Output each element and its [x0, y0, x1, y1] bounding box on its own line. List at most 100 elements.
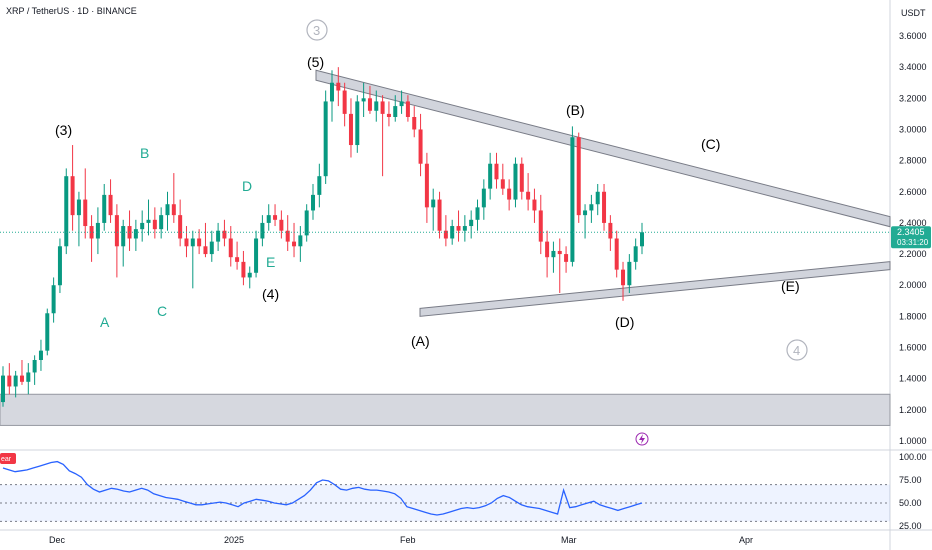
candle-body [399, 101, 404, 107]
candle-body [367, 98, 372, 111]
price-plot-area[interactable] [0, 0, 890, 450]
chart-title: XRP / TetherUS · 1D · BINANCE [6, 6, 137, 16]
indicator-badge[interactable]: ear [0, 453, 16, 464]
price-axis[interactable]: 3.6000 3.4000 3.2000 3.0000 2.8000 2.6000 2.40… [899, 31, 927, 446]
candle-body [405, 101, 410, 117]
candle-body [595, 191, 600, 205]
circled-wave-label[interactable]: 4 [786, 339, 808, 361]
candle-body [311, 194, 316, 211]
candle-body [519, 163, 524, 192]
candle-body [481, 188, 486, 208]
candle-body [317, 176, 322, 195]
wave-label[interactable]: (4) [262, 286, 279, 302]
price-tick-label: 3.2000 [899, 93, 927, 103]
triangle-layer[interactable] [315, 69, 891, 317]
candle-body [197, 238, 202, 247]
candle-body [57, 246, 62, 286]
wave-label[interactable]: A [100, 314, 110, 330]
candle-body [557, 250, 562, 255]
wave-label[interactable]: D [242, 178, 252, 194]
circled-wave-label[interactable]: 3 [306, 19, 328, 41]
price-tick-label: 1.0000 [899, 436, 927, 446]
time-tick-label: Feb [400, 535, 416, 545]
support-zone[interactable] [0, 393, 891, 426]
candle-body [222, 230, 227, 239]
triangle-upper-band[interactable] [315, 69, 891, 228]
triangle-lower-band[interactable] [419, 261, 891, 317]
candle-body [526, 191, 531, 200]
candle-body [279, 219, 284, 231]
candle-body [32, 360, 37, 373]
candle-body [7, 375, 12, 387]
candle-body [488, 163, 493, 189]
candle-body [95, 222, 100, 239]
candle-body [70, 176, 75, 216]
wave-label[interactable]: (D) [615, 314, 634, 330]
wave-label[interactable]: B [140, 145, 149, 161]
price-tick-label: 3.6000 [899, 31, 927, 41]
candle-body [342, 90, 347, 114]
price-badge: 2.3405 03:31:20 [891, 226, 931, 249]
candle-body [38, 350, 43, 360]
candle-body [576, 137, 581, 216]
candle-body [336, 82, 341, 91]
time-axis[interactable]: Dec 2025 Feb Mar Apr [49, 535, 753, 545]
candle-body [621, 269, 626, 286]
price-tick-label: 2.0000 [899, 280, 927, 290]
candle-body [190, 238, 195, 247]
wave-label[interactable]: (B) [566, 102, 585, 118]
rsi-tick-label: 100.00 [899, 452, 927, 462]
candle-body [424, 163, 429, 208]
candle-body [171, 204, 176, 216]
candle-body [64, 176, 69, 247]
candle-body [114, 215, 119, 247]
candle-body [209, 241, 214, 255]
candle-body [285, 230, 290, 242]
wave-label[interactable]: E [266, 254, 275, 270]
price-tick-label: 1.6000 [899, 343, 927, 353]
candle-layer [1, 67, 644, 407]
candle-body [361, 98, 366, 102]
price-tick-label: 1.2000 [899, 405, 927, 415]
rsi-tick-label: 25.00 [899, 521, 922, 531]
candle-body [89, 226, 94, 239]
candle-body [551, 250, 556, 258]
circled-label-text: 4 [793, 343, 800, 358]
price-tick-label: 2.6000 [899, 187, 927, 197]
candle-body [450, 226, 455, 239]
wave-label[interactable]: (5) [307, 54, 324, 70]
candle-body [329, 82, 334, 102]
candle-body [412, 117, 417, 130]
currency-label[interactable]: USDT [901, 8, 926, 18]
candle-body [45, 313, 50, 351]
candle-body [292, 241, 297, 247]
candle-body [608, 222, 613, 239]
candle-body [570, 137, 575, 262]
candle-body [640, 232, 644, 247]
candle-body [545, 241, 550, 258]
candle-body [462, 226, 467, 231]
indicator-badge-text: ear [1, 456, 12, 463]
time-tick-label: Apr [739, 535, 753, 545]
lightning-icon[interactable] [635, 432, 649, 446]
candle-body [380, 101, 385, 114]
candle-body [500, 179, 505, 189]
candle-body [602, 191, 607, 223]
label-layer[interactable]: (3) A B C D E (4) (5) (A) (B) (C) (D) (E) 3 4 [55, 19, 808, 361]
candle-body [1, 375, 5, 403]
wave-label[interactable]: (A) [411, 333, 430, 349]
price-tick-label: 3.0000 [899, 124, 927, 134]
rsi-line [2, 460, 643, 516]
candle-body [247, 272, 252, 278]
wave-label[interactable]: (3) [55, 122, 72, 138]
wave-label[interactable]: (E) [781, 278, 800, 294]
candle-body [507, 188, 512, 200]
wave-label[interactable]: C [157, 303, 167, 319]
candle-body [178, 215, 183, 239]
candle-body [633, 246, 638, 262]
candle-body [494, 163, 499, 180]
price-tick-label: 2.8000 [899, 156, 927, 166]
wave-label[interactable]: (C) [701, 136, 720, 152]
candle-body [348, 113, 353, 146]
